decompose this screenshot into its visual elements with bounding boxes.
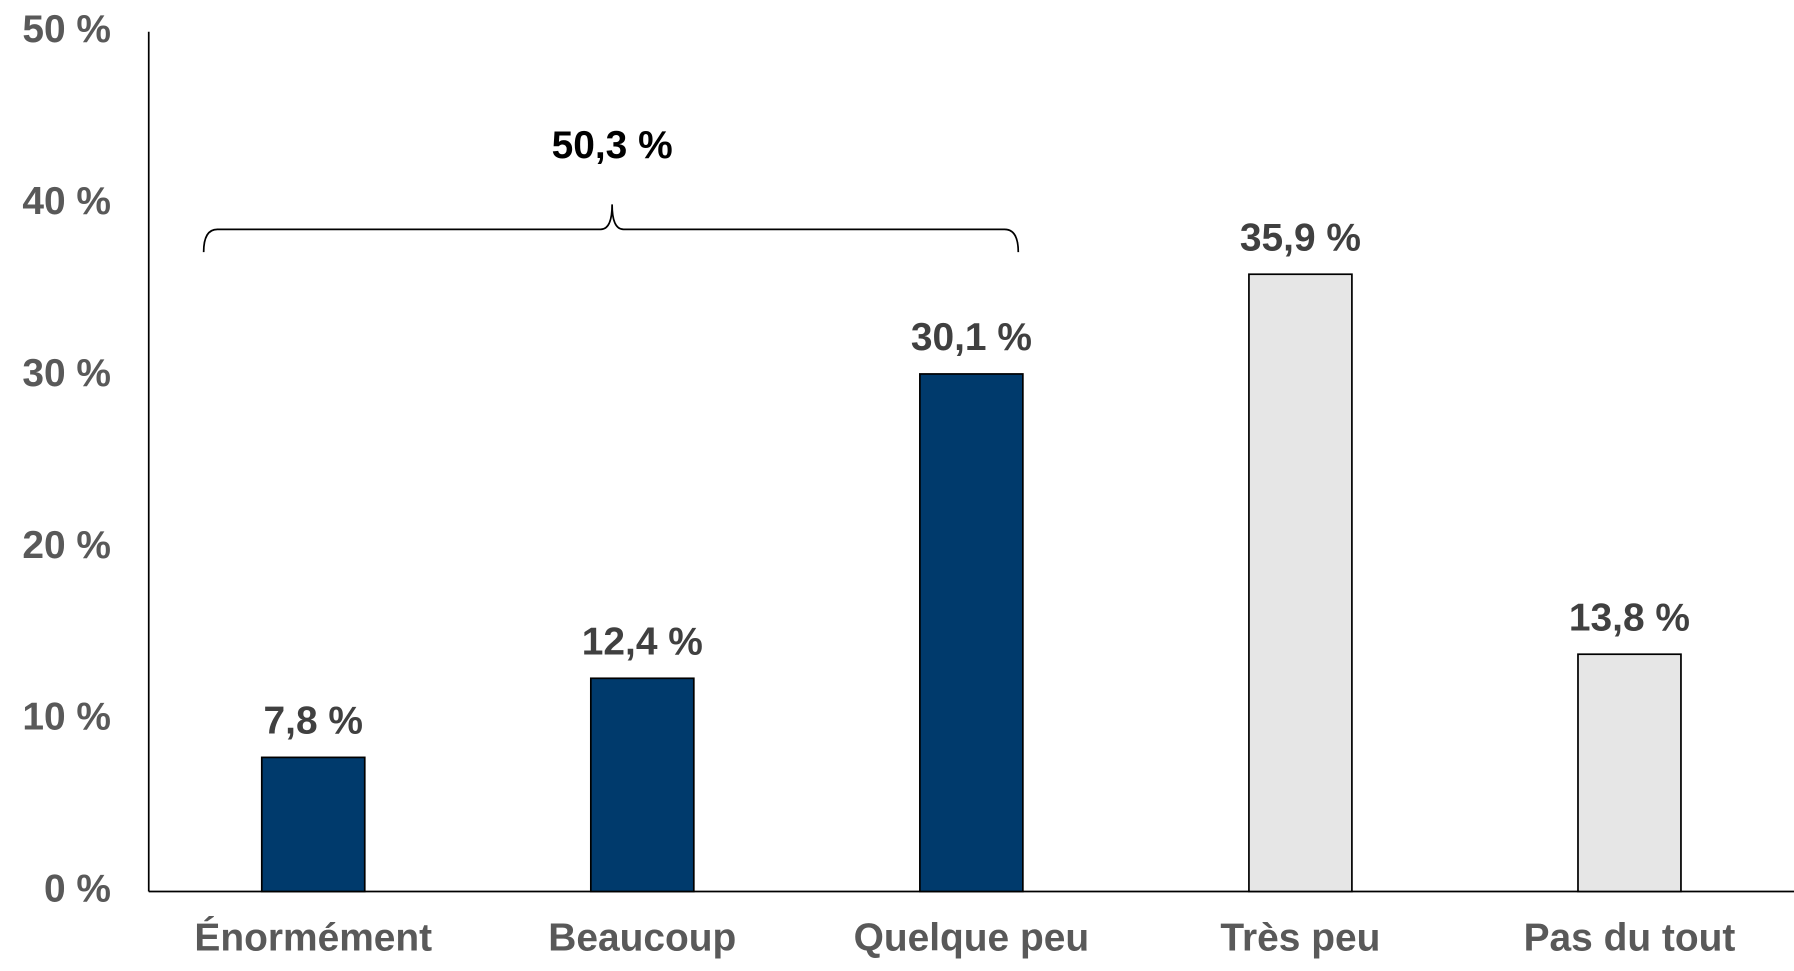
y-tick-label: 30 % (22, 352, 111, 395)
bar (1248, 273, 1353, 893)
bar (919, 373, 1024, 893)
value-label: 35,9 % (1240, 216, 1361, 259)
bar (1577, 653, 1682, 893)
bar (260, 756, 366, 893)
y-tick-label: 40 % (22, 180, 111, 223)
value-label: 7,8 % (264, 700, 363, 743)
x-tick-label: Très peu (1220, 917, 1380, 960)
bracket (202, 204, 1020, 253)
bar (589, 677, 695, 893)
y-tick-label: 10 % (22, 696, 111, 739)
annotation: 50,3 % (552, 124, 673, 167)
value-label: 13,8 % (1569, 596, 1690, 639)
y-tick-label: 0 % (44, 868, 111, 911)
x-tick-label: Beaucoup (548, 917, 736, 960)
y-tick-label: 50 % (22, 8, 111, 51)
y-tick-label: 20 % (22, 524, 111, 567)
value-label: 30,1 % (911, 316, 1032, 359)
x-tick-label: Pas du tout (1524, 917, 1736, 960)
value-label: 12,4 % (582, 621, 703, 664)
x-tick-label: Énormément (194, 916, 432, 960)
x-tick-label: Quelque peu (854, 917, 1090, 960)
